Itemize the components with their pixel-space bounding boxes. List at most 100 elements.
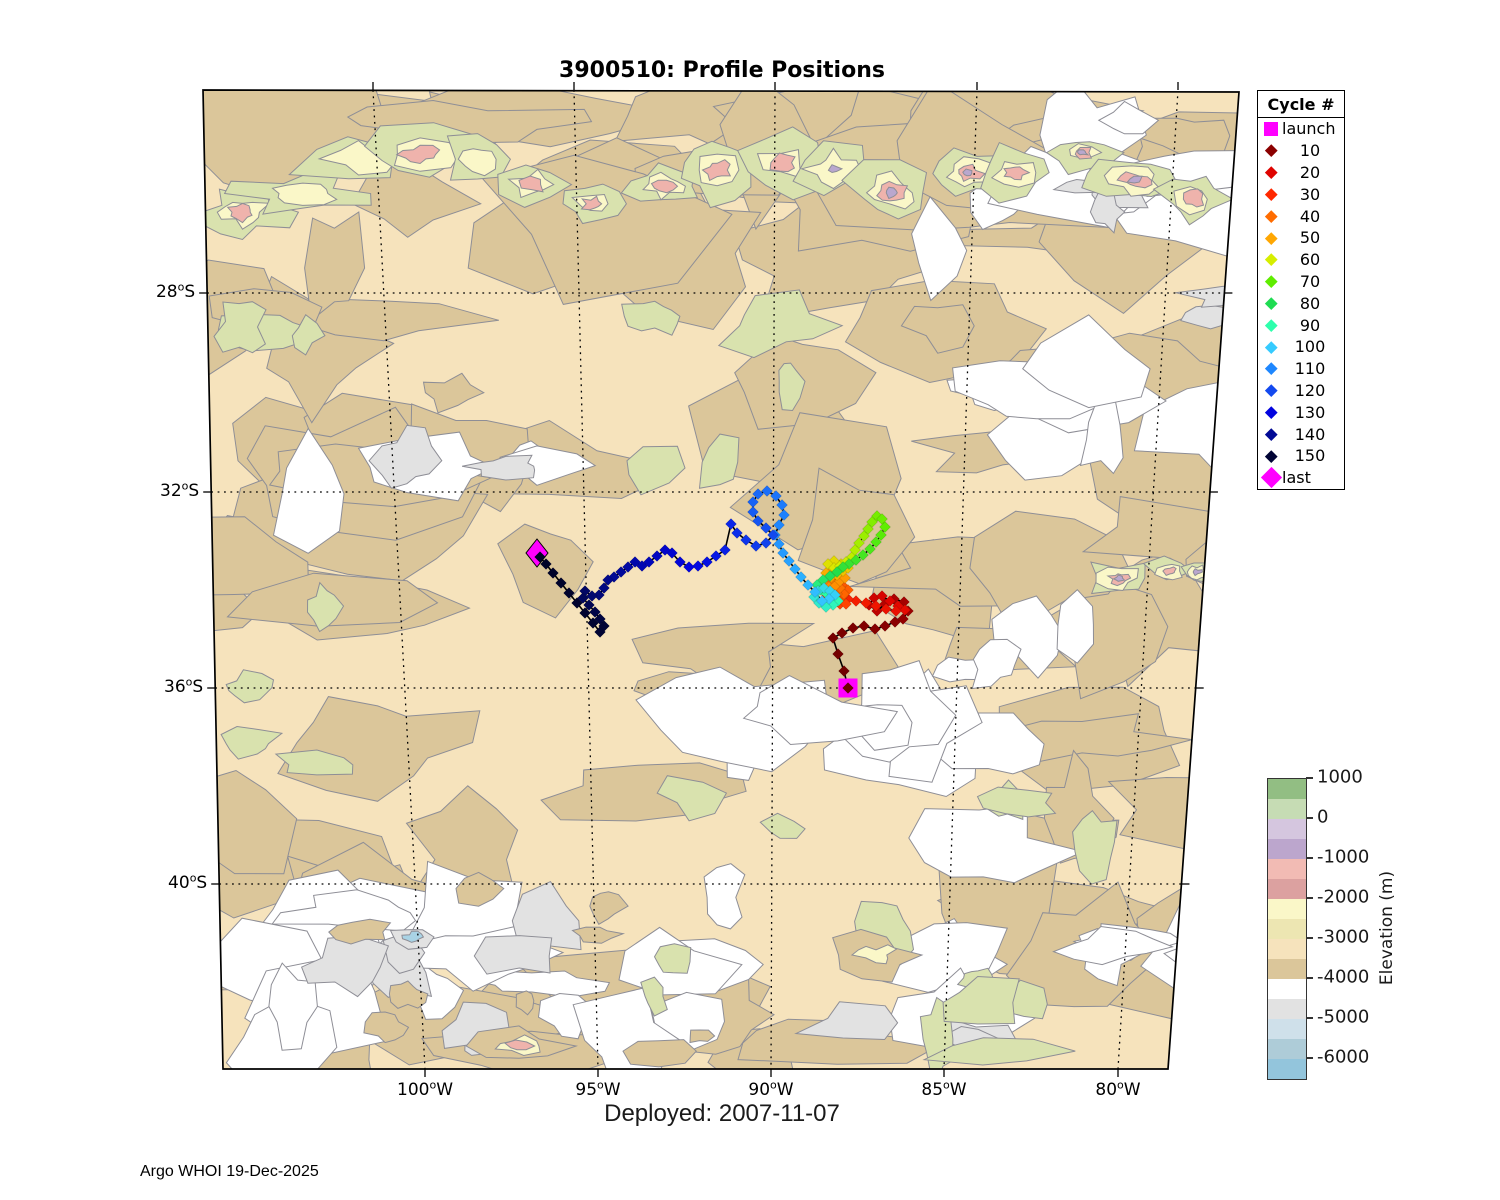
profile-position-marker — [802, 579, 814, 591]
profile-position-marker — [783, 555, 795, 567]
legend-entry-100: 100 — [1258, 336, 1344, 358]
ridge-contour — [769, 152, 796, 173]
diamond-marker-icon — [1258, 253, 1284, 266]
profile-position-marker — [629, 556, 641, 568]
legend-entry-label: 10 — [1299, 141, 1321, 161]
profile-position-marker — [879, 620, 891, 632]
legend-entry-label: 90 — [1299, 315, 1321, 335]
profile-position-marker — [884, 595, 896, 607]
legend-rows: launch 10 20 30 40 50 60 70 80 90 100 110 120 130 140 1… — [1258, 118, 1344, 489]
lat-tick-label-28S: 28oS — [155, 280, 196, 302]
profile-position-marker — [760, 522, 772, 534]
depth-contour — [794, 1001, 899, 1041]
depth-contour — [759, 812, 806, 839]
depth-contour — [1089, 186, 1126, 234]
profile-position-marker — [731, 527, 743, 539]
profile-position-marker — [594, 626, 606, 638]
square-marker-icon — [1258, 121, 1284, 136]
profile-position-marker — [853, 537, 865, 549]
ridge-contour — [580, 195, 603, 211]
profile-position-marker — [870, 600, 882, 612]
depth-contour — [589, 891, 629, 925]
profile-position-marker — [760, 537, 772, 549]
profile-position-marker — [725, 518, 737, 530]
colorbar-tick — [1306, 857, 1313, 859]
depth-contour — [698, 433, 740, 489]
depth-contour — [922, 1037, 1076, 1066]
depth-contour — [1022, 314, 1151, 409]
colorbar-segment — [1268, 899, 1306, 919]
profile-position-marker — [827, 632, 839, 644]
colorbar-segment — [1268, 1019, 1306, 1039]
legend-entry-label: 70 — [1299, 271, 1321, 291]
lat-tick-label-36S: 36oS — [164, 675, 204, 697]
depth-contour — [991, 595, 1063, 679]
colorbar-segment — [1268, 959, 1306, 979]
profile-position-marker — [809, 586, 821, 598]
profile-position-marker — [773, 519, 785, 531]
profile-position-marker — [842, 682, 854, 694]
lat-tick-label-32S: 32oS — [160, 479, 200, 501]
diamond-marker-icon — [1258, 210, 1284, 223]
plot-title: 3900510: Profile Positions — [559, 58, 885, 83]
profile-position-marker — [777, 547, 789, 559]
profile-position-marker — [816, 595, 828, 607]
legend-entry-90: 90 — [1258, 314, 1344, 336]
profile-position-marker — [547, 567, 559, 579]
deployed-date: Deployed: 2007-11-07 — [604, 1100, 840, 1127]
colorbar-segment — [1268, 779, 1306, 799]
legend-entry-label: last — [1282, 468, 1311, 488]
ridge-contour — [226, 202, 253, 224]
colorbar-tick-label: 1000 — [1317, 766, 1363, 788]
depth-contour — [363, 1011, 410, 1044]
diamond-marker-icon — [1258, 384, 1284, 397]
depth-contour — [388, 980, 429, 1009]
colorbar-segment — [1268, 859, 1306, 879]
legend-entry-80: 80 — [1258, 292, 1344, 314]
legend-entry-label: 100 — [1294, 337, 1326, 357]
profile-position-marker — [701, 556, 713, 568]
depth-contour — [291, 313, 326, 356]
profile-position-marker — [860, 597, 872, 609]
diamond-marker-icon — [1258, 166, 1284, 179]
profile-position-marker — [767, 529, 779, 541]
profile-position-marker — [770, 490, 782, 502]
profile-position-marker — [880, 603, 892, 615]
profile-position-marker — [752, 488, 764, 500]
ridge-contour — [518, 175, 544, 193]
depth-contour — [571, 926, 626, 944]
depth-contour — [778, 362, 806, 412]
profile-position-marker — [683, 561, 695, 573]
profile-position-marker — [847, 622, 859, 634]
ridge-contour — [1076, 149, 1090, 156]
colorbar-tick-label: -4000 — [1317, 966, 1370, 988]
profile-position-marker — [710, 550, 722, 562]
legend-entry-launch: launch — [1258, 118, 1344, 140]
diamond-marker-icon — [1258, 297, 1284, 310]
legend-entry-30: 30 — [1258, 183, 1344, 205]
diamond-large-marker-icon — [1258, 467, 1284, 489]
profile-position-marker — [752, 515, 764, 527]
ridge-contour — [271, 182, 338, 206]
depth-contour — [621, 300, 681, 336]
legend-entry-60: 60 — [1258, 249, 1344, 271]
profile-position-marker — [747, 506, 759, 518]
depth-contour — [742, 675, 899, 746]
depth-contour — [1072, 809, 1118, 885]
depth-contour — [653, 943, 692, 974]
profile-position-marker — [890, 605, 902, 617]
depth-contour — [942, 975, 1020, 1025]
profile-position-marker — [778, 509, 790, 521]
depth-contour — [703, 863, 746, 930]
legend-entry-50: 50 — [1258, 227, 1344, 249]
profile-position-marker — [858, 620, 870, 632]
colorbar-tick — [1306, 777, 1313, 779]
legend-entry-40: 40 — [1258, 205, 1344, 227]
depth-contour — [328, 918, 392, 945]
profile-position-marker — [587, 617, 599, 629]
diamond-marker-icon — [1258, 362, 1284, 375]
diamond-marker-icon — [1258, 340, 1284, 353]
depth-contour — [422, 372, 485, 414]
profile-position-marker — [586, 590, 598, 602]
